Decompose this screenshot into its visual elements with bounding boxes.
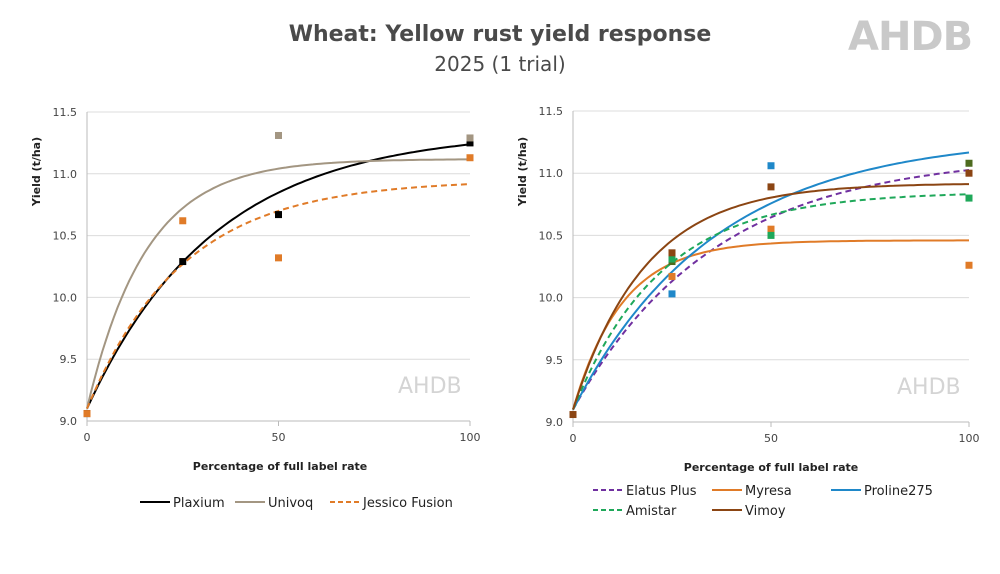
- legend-label: Jessico Fusion: [362, 496, 453, 511]
- data-point: [466, 139, 474, 147]
- x-tick-label: 50: [764, 432, 778, 445]
- legend-label: Elatus Plus: [626, 484, 697, 499]
- y-tick-label: 11.5: [53, 106, 78, 119]
- series-curve-univoq: [86, 158, 471, 409]
- data-point: [83, 410, 91, 418]
- x-tick-label: 100: [460, 431, 481, 444]
- series-curve-jessico-fusion: [86, 183, 471, 409]
- y-axis-label: Yield (t/ha): [30, 137, 43, 207]
- y-tick-label: 10.5: [53, 230, 78, 243]
- legend-label: Plaxium: [173, 496, 225, 511]
- y-tick-label: 10.5: [539, 229, 564, 242]
- data-point: [668, 255, 676, 263]
- y-tick-label: 11.0: [539, 167, 564, 180]
- data-point: [569, 411, 577, 419]
- x-tick-label: 100: [959, 432, 980, 445]
- data-point: [965, 169, 973, 177]
- data-point: [965, 261, 973, 269]
- series-curve-proline275: [572, 151, 970, 411]
- x-axis-label: Percentage of full label rate: [193, 460, 367, 473]
- legend-label: Proline275: [864, 484, 933, 499]
- data-point: [466, 134, 474, 142]
- data-point: [767, 231, 775, 239]
- series-curve-vimoy: [572, 183, 969, 410]
- legend-label: Myresa: [745, 484, 792, 499]
- series-curve-myresa: [572, 239, 969, 410]
- data-point: [275, 211, 282, 219]
- y-tick-label: 9.5: [546, 354, 564, 367]
- data-point: [179, 217, 187, 225]
- y-tick-label: 11.0: [53, 168, 78, 181]
- legend-label: Univoq: [268, 496, 313, 511]
- y-axis-label: Yield (t/ha): [516, 137, 529, 207]
- x-tick-label: 0: [570, 432, 577, 445]
- data-point: [767, 183, 775, 191]
- series-curve-plaxium: [86, 143, 471, 410]
- series-curve-elatus-plus: [572, 169, 970, 411]
- data-point: [668, 290, 676, 298]
- data-point: [466, 154, 474, 162]
- data-point: [668, 272, 676, 280]
- legend-label: Vimoy: [745, 504, 786, 519]
- data-point: [965, 194, 973, 202]
- x-tick-label: 0: [84, 431, 91, 444]
- series-curve-amistar: [572, 193, 970, 410]
- data-point: [767, 225, 775, 233]
- y-tick-label: 10.0: [539, 292, 564, 305]
- data-point: [668, 249, 676, 257]
- y-tick-label: 10.0: [53, 291, 78, 304]
- x-tick-label: 50: [272, 431, 286, 444]
- data-point: [275, 254, 282, 262]
- y-tick-label: 9.5: [60, 353, 78, 366]
- data-point: [179, 258, 187, 266]
- data-point: [965, 159, 973, 167]
- data-point: [767, 162, 775, 170]
- chart-subtitle: 2025 (1 trial): [434, 52, 566, 76]
- ahdb-logo: AHDB: [848, 14, 973, 60]
- x-axis-label: Percentage of full label rate: [684, 461, 858, 474]
- data-point: [275, 131, 282, 139]
- y-tick-label: 9.0: [546, 416, 564, 429]
- legend-label: Amistar: [626, 504, 677, 519]
- y-tick-label: 11.5: [539, 105, 564, 118]
- chart-title: Wheat: Yellow rust yield response: [288, 22, 712, 47]
- watermark-logo: AHDB: [897, 375, 961, 400]
- y-tick-label: 9.0: [60, 415, 78, 428]
- watermark-logo: AHDB: [398, 374, 462, 399]
